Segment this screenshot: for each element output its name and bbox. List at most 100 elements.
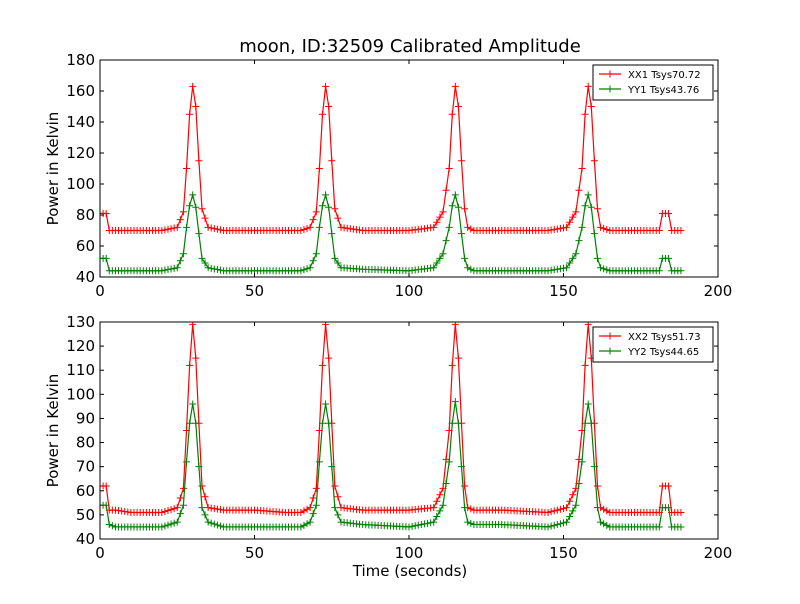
top-series-0-marker (164, 225, 172, 233)
top-series-0-marker (176, 216, 184, 224)
top-series-0-marker (547, 226, 555, 234)
top-series-0-marker (303, 224, 311, 232)
top-series-1-marker (167, 265, 175, 273)
top-series-1-marker (569, 254, 577, 262)
top-y-tick-label: 40 (76, 268, 95, 286)
bottom-y-tick-label: 50 (76, 506, 95, 524)
top-series-1 (100, 191, 685, 275)
bottom-series-1-marker (467, 519, 475, 527)
top-series-1-marker (318, 202, 326, 210)
top-series-0-marker (210, 225, 218, 233)
bottom-series-1-marker (665, 504, 673, 512)
top-series-0-marker (186, 110, 194, 118)
top-series-1-marker (189, 191, 197, 199)
top-series-1-marker (603, 266, 611, 274)
bottom-series-1-marker (464, 518, 472, 526)
bottom-series-1-marker (593, 504, 601, 512)
bottom-series-1-marker (331, 504, 339, 512)
bottom-series-1-marker (322, 400, 330, 408)
bottom-series-1-marker (306, 518, 314, 526)
bottom-series-1-marker (300, 521, 308, 529)
bottom-series-1-marker (309, 510, 317, 518)
bottom-series-1-marker (563, 518, 571, 526)
bottom-series-1-marker (597, 518, 605, 526)
top-series-0-marker (442, 186, 450, 194)
bottom-series-1-marker (572, 501, 580, 509)
bottom-series-1-marker (544, 523, 552, 531)
bottom-series-0-marker (173, 504, 181, 512)
top-series-0-marker (300, 225, 308, 233)
bottom-series-0-marker (433, 497, 441, 505)
bottom-series-0-marker (553, 506, 561, 514)
top-series-1-marker (186, 202, 194, 210)
top-series-1-marker (597, 264, 605, 272)
bottom-legend-label-0: XX2 Tsys51.73 (628, 332, 701, 343)
bottom-y-tick-label: 100 (66, 385, 95, 403)
bottom-series-1-marker (325, 419, 333, 427)
top-series-0-marker (170, 224, 178, 232)
bottom-series-1-marker (587, 419, 595, 427)
bottom-series-1-marker (547, 522, 555, 530)
bottom-series-0-marker (677, 508, 685, 516)
bottom-series-0-marker (593, 482, 601, 490)
top-x-tick-label: 50 (245, 282, 264, 300)
top-y-tick-label: 120 (66, 144, 95, 162)
bottom-legend-marker-1 (606, 347, 614, 355)
top-series-0-marker (603, 225, 611, 233)
top-series-1-marker (195, 230, 203, 238)
top-series-0-marker (556, 224, 564, 232)
top-series-0-marker (173, 223, 181, 231)
top-series-1-marker (309, 257, 317, 265)
top-series-1-marker (544, 267, 552, 275)
top-series-0-marker (464, 223, 472, 231)
top-y-tick-label: 80 (76, 206, 95, 224)
bottom-series-1-marker (677, 523, 685, 531)
top-series-0-marker (600, 224, 608, 232)
bottom-series-0-marker (167, 506, 175, 514)
bottom-series-0-marker (603, 507, 611, 515)
top-series-0-marker (550, 225, 558, 233)
bottom-series-0-marker (170, 505, 178, 513)
bottom-series-1-marker (439, 501, 447, 509)
top-series-0-marker (312, 208, 320, 216)
top-series-1-marker (584, 191, 592, 199)
top-series-1-marker (303, 265, 311, 273)
bottom-series-0-marker (556, 505, 564, 513)
top-series-1-marker (322, 191, 330, 199)
top-series-0-marker (179, 208, 187, 216)
bottom-series-0-marker (430, 504, 438, 512)
top-series-1-marker (217, 266, 225, 274)
bottom-series-1-marker (213, 521, 221, 529)
top-series-1-marker (454, 203, 462, 211)
bottom-series-1-marker (207, 519, 215, 527)
top-series-0-marker (201, 214, 209, 222)
top-series-1-marker (563, 264, 571, 272)
top-series-0-marker (217, 226, 225, 234)
bottom-series-1-marker (303, 520, 311, 528)
top-series-0-marker (198, 205, 206, 213)
top-series-0-marker (590, 157, 598, 165)
bottom-series-1-marker (318, 419, 326, 427)
top-series-1-marker (677, 267, 685, 275)
bottom-series-1-marker (158, 523, 166, 531)
top-series-0-marker (306, 223, 314, 231)
top-series-1-marker (312, 250, 320, 258)
top-series-0-marker (587, 103, 595, 110)
bottom-series-0-marker (331, 482, 339, 490)
bottom-series-1 (100, 398, 685, 531)
top-series-1-marker (547, 266, 555, 274)
bottom-x-tick-label: 0 (95, 544, 105, 562)
top-series-1-marker (593, 254, 601, 262)
top-series-1-marker (655, 267, 663, 275)
bottom-series-0-marker (309, 494, 317, 502)
bottom-series-1-marker (217, 522, 225, 530)
top-series-0 (100, 82, 685, 234)
bottom-legend-label-1: YY2 Tsys44.65 (627, 347, 699, 358)
top-series-1-marker (173, 264, 181, 272)
top-series-0-marker (334, 214, 342, 222)
bottom-series-1-marker (655, 523, 663, 531)
bottom-x-tick-label: 200 (704, 544, 733, 562)
bottom-series-1-marker (161, 522, 169, 530)
